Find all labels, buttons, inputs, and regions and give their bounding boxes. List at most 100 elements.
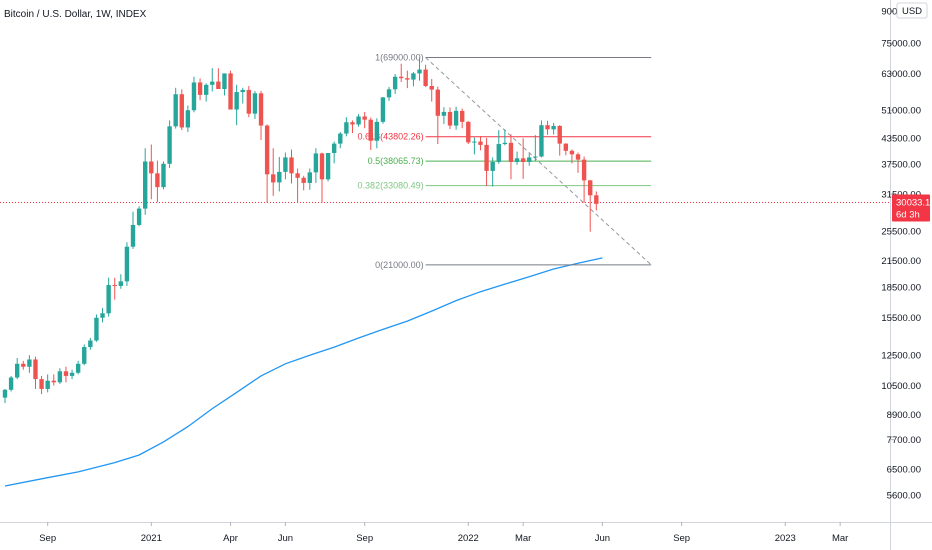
current-price-value: 30033.18 xyxy=(896,197,932,208)
candle-body xyxy=(520,158,526,162)
candle-body xyxy=(514,158,520,162)
candle-body xyxy=(502,142,508,145)
candle-body xyxy=(191,82,197,111)
candle-body xyxy=(441,111,447,116)
candle-body xyxy=(149,161,154,174)
candle-body xyxy=(386,89,392,98)
candle-body xyxy=(124,246,130,282)
candle-body xyxy=(301,177,306,183)
candle-body xyxy=(222,73,227,90)
candle-body xyxy=(581,159,587,181)
candle-body xyxy=(271,174,276,183)
candle-body xyxy=(490,161,495,171)
candle-body xyxy=(130,224,136,247)
y-tick-label: 43500.00 xyxy=(881,133,921,144)
currency-box xyxy=(896,2,928,19)
candle-body xyxy=(453,110,459,126)
candle-body xyxy=(106,285,111,314)
candle-body xyxy=(338,133,343,144)
trend-line xyxy=(425,57,652,266)
candle-body xyxy=(411,73,416,80)
candle-body xyxy=(143,161,148,209)
y-tick-label: 37500.00 xyxy=(881,159,921,170)
candle-body xyxy=(350,122,355,125)
fib-level-label: 1(69000.00) xyxy=(375,53,424,63)
candle-body xyxy=(51,380,56,383)
candle-body xyxy=(319,153,325,180)
x-tick-label: 2023 xyxy=(775,533,796,544)
candle-body xyxy=(569,150,575,155)
y-tick-label: 10500.00 xyxy=(881,381,921,392)
candle-body xyxy=(57,371,63,383)
x-tick-label: Jun xyxy=(595,533,610,544)
candle-body xyxy=(472,141,477,143)
candle-body xyxy=(210,81,215,85)
fib-level-label: 0.618(43802.26) xyxy=(358,132,424,142)
x-tick-label: 2021 xyxy=(141,533,162,544)
candle-body xyxy=(533,156,538,158)
x-tick-label: Mar xyxy=(515,533,531,544)
y-tick-label: 25500.00 xyxy=(881,226,921,237)
candle-body xyxy=(8,377,14,390)
candle-body xyxy=(63,371,69,376)
candle-body xyxy=(557,125,562,144)
currency-label: USD xyxy=(902,6,922,17)
candle-body xyxy=(161,163,166,188)
candle-body xyxy=(2,389,8,398)
bar-countdown: 6d 3h xyxy=(896,209,920,220)
fib-level-label: 0.5(38065.73) xyxy=(368,156,424,166)
candle-body xyxy=(307,172,312,183)
candle-body xyxy=(27,359,32,367)
candle-body xyxy=(197,82,203,95)
candle-body xyxy=(399,76,404,79)
moving-average-line xyxy=(4,257,603,487)
candle-body xyxy=(179,94,184,128)
candle-body xyxy=(459,110,465,122)
candle-body xyxy=(75,363,81,373)
candle-body xyxy=(228,73,233,110)
candle-body xyxy=(167,126,172,164)
candle-body xyxy=(325,152,331,180)
candle-body xyxy=(551,125,556,130)
candle-body xyxy=(14,363,20,378)
y-tick-label: 7700.00 xyxy=(887,435,921,446)
candle-body xyxy=(545,125,550,130)
candle-body xyxy=(203,84,209,95)
x-tick-label: Sep xyxy=(356,533,373,544)
y-tick-label: 8900.00 xyxy=(887,410,921,421)
candle-body xyxy=(264,125,270,175)
candle-body xyxy=(588,180,593,196)
x-tick-label: Mar xyxy=(832,533,848,544)
x-tick-label: Apr xyxy=(223,533,238,544)
candle-body xyxy=(118,281,124,286)
y-tick-label: 21500.00 xyxy=(881,256,921,267)
candle-body xyxy=(496,144,501,162)
candle-body xyxy=(563,143,569,151)
y-tick-label: 75000.00 xyxy=(881,39,921,50)
candle-body xyxy=(88,340,93,348)
x-tick-label: Sep xyxy=(39,533,56,544)
candle-body xyxy=(331,143,337,153)
candle-body xyxy=(539,125,544,157)
candle-body xyxy=(246,89,252,114)
candle-body xyxy=(155,173,160,188)
candle-body xyxy=(112,285,117,287)
y-tick-label: 15500.00 xyxy=(881,313,921,324)
candle-body xyxy=(283,157,288,172)
candle-body xyxy=(356,116,361,125)
candle-body xyxy=(392,76,398,90)
candle-body xyxy=(100,313,105,318)
candle-body xyxy=(423,69,428,87)
candle-body xyxy=(136,208,142,225)
y-tick-label: 5600.00 xyxy=(887,491,921,502)
candle-body xyxy=(313,153,319,173)
y-tick-label: 18500.00 xyxy=(881,282,921,293)
candle-body xyxy=(344,122,349,134)
candle-body xyxy=(466,121,471,143)
fib-level-label: 0(21000.00) xyxy=(375,260,424,270)
current-price-badge xyxy=(892,194,930,222)
candle-body xyxy=(368,119,373,141)
candle-body xyxy=(295,173,300,178)
x-tick-label: Jun xyxy=(278,533,293,544)
